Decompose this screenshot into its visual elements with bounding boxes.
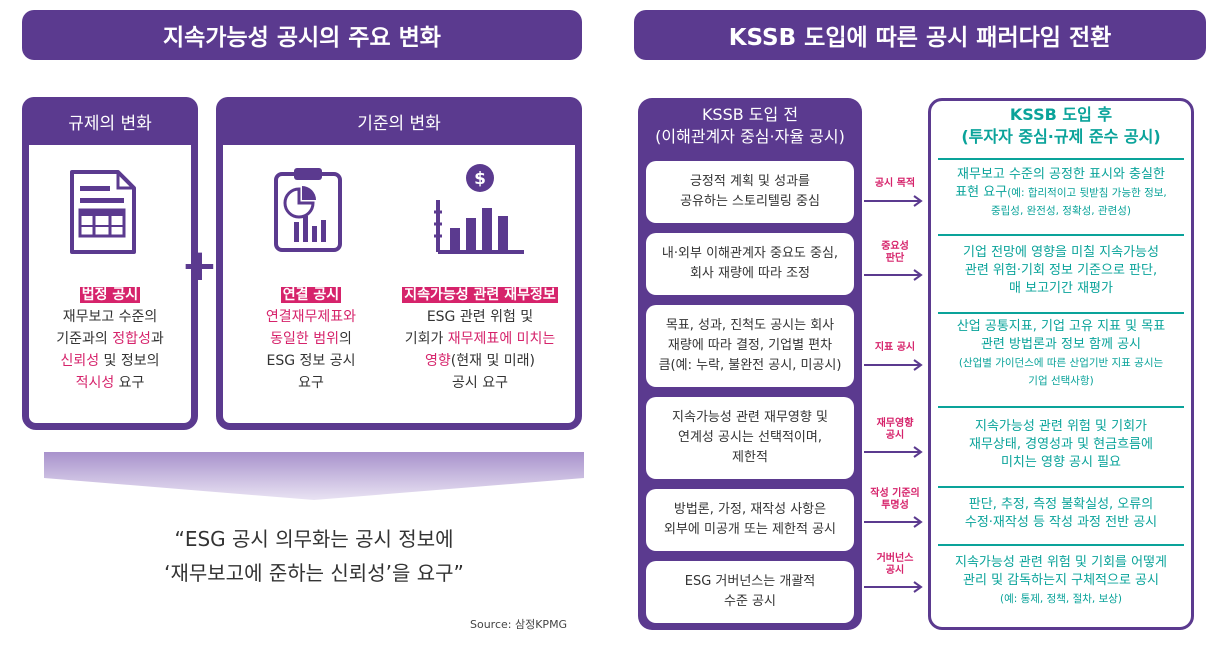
connector-label: 중요성 판단 bbox=[881, 241, 909, 264]
sustainability-finance-line: 공시 요구 bbox=[452, 375, 508, 391]
connector-label: 지표 공시 bbox=[874, 342, 916, 353]
regulation-line: 재무보고 수준의 bbox=[62, 309, 158, 325]
connector-label: 거버넌스 공시 bbox=[876, 553, 914, 576]
svg-text:$: $ bbox=[474, 169, 486, 189]
after-divider bbox=[938, 406, 1184, 408]
before-item: 방법론, 가정, 재작성 사항은 외부에 미공개 또는 제한적 공시 bbox=[646, 489, 854, 551]
plus-sign: + bbox=[181, 240, 218, 291]
sustainability-finance-keyword: 영향 bbox=[425, 353, 451, 369]
after-divider bbox=[938, 234, 1184, 236]
sustainability-finance-line: 기회가 bbox=[404, 331, 448, 347]
regulation-line: 기준과의 bbox=[56, 331, 113, 347]
quote-line-2: ‘재무보고에 준하는 신뢰성’을 요구” bbox=[164, 561, 464, 585]
after-item: 산업 공통지표, 기업 고유 지표 및 목표 관련 방법론과 정보 함께 공시 … bbox=[956, 319, 1166, 387]
connector-arrow bbox=[864, 581, 923, 593]
consolidated-text: 연결 공시 연결재무제표와 동일한 범위의 ESG 정보 공시 요구 bbox=[236, 284, 386, 394]
before-item: 지속가능성 관련 재무영향 및 연계성 공시는 선택적이며, 제한적 bbox=[646, 397, 854, 479]
document-icon bbox=[70, 170, 136, 254]
regulation-keyword: 신뢰성 bbox=[60, 353, 100, 369]
after-item: 판단, 추정, 측정 불확실성, 오류의 수정·재작성 등 작성 과정 전반 공… bbox=[964, 497, 1158, 530]
regulation-keyword: 정합성 bbox=[112, 331, 151, 347]
connector-arrow bbox=[864, 446, 923, 458]
consolidated-highlight: 연결 공시 bbox=[280, 287, 342, 303]
after-divider bbox=[938, 544, 1184, 546]
after-title: KSSB 도입 후 (투자자 중심·규제 준수 공시) bbox=[928, 104, 1194, 148]
sustainability-finance-keyword: 재무제표에 미치는 bbox=[447, 331, 556, 347]
after-item: 재무보고 수준의 공정한 표시와 충실한 표현 요구(예: 합리적이고 뒷받침 … bbox=[955, 167, 1167, 217]
connector-arrow bbox=[864, 195, 923, 207]
clipboard-chart-icon bbox=[274, 168, 342, 252]
sustainability-finance-line: (현재 및 미래) bbox=[450, 353, 535, 369]
regulation-highlight: 법정 공시 bbox=[79, 287, 141, 303]
regulation-text: 법정 공시 재무보고 수준의 기준과의 정합성과 신뢰성 및 정보의 적시성 요… bbox=[34, 284, 186, 394]
before-item: 내·외부 이해관계자 중요도 중심, 회사 재량에 따라 조정 bbox=[646, 233, 854, 295]
right-banner-title: KSSB 도입에 따른 공시 패러다임 전환 bbox=[634, 10, 1206, 60]
regulation-header: 규제의 변화 bbox=[22, 97, 198, 145]
standards-header: 기준의 변화 bbox=[216, 97, 582, 145]
connector-label: 재무영향 공시 bbox=[876, 418, 914, 441]
regulation-panel: 규제의 변화 bbox=[22, 97, 198, 430]
connector-arrow bbox=[864, 359, 923, 371]
after-item: 지속가능성 관련 위험 및 기회를 어떻게 관리 및 감독하는지 구체적으로 공… bbox=[954, 555, 1168, 605]
before-title-main: KSSB 도입 전 bbox=[701, 105, 799, 124]
regulation-line: 요구 bbox=[114, 375, 145, 391]
connector-label: 작성 기준의 투명성 bbox=[870, 488, 920, 511]
before-item: 목표, 성과, 진척도 공시는 회사 재량에 따라 결정, 기업별 편차 큼(예: … bbox=[646, 305, 854, 387]
connector-arrow bbox=[864, 269, 923, 281]
regulation-keyword: 적시성 bbox=[75, 375, 115, 391]
before-item: 긍정적 계획 및 성과를 공유하는 스토리텔링 중심 bbox=[646, 161, 854, 223]
finance-bar-chart-icon: $ bbox=[434, 164, 524, 254]
sustainability-finance-highlight: 지속가능성 관련 재무정보 bbox=[402, 287, 558, 303]
connector-arrow bbox=[864, 516, 923, 528]
regulation-line: 및 정보의 bbox=[99, 353, 160, 369]
before-title-sub: (이해관계자 중심·자율 공시) bbox=[655, 127, 845, 146]
regulation-line: 과 bbox=[150, 331, 164, 347]
connector-label: 공시 목적 bbox=[874, 178, 916, 189]
consolidated-line: 연결재무제표와 bbox=[265, 309, 357, 325]
standards-panel: 기준의 변화 bbox=[216, 97, 582, 430]
consolidated-line: 요구 bbox=[298, 375, 324, 391]
quote-line-1: “ESG 공시 의무화는 공시 정보에 bbox=[174, 527, 454, 551]
after-title-sub: (투자자 중심·규제 준수 공시) bbox=[961, 127, 1161, 146]
sustainability-finance-text: 지속가능성 관련 재무정보 ESG 관련 위험 및 기회가 재무제표에 미치는 … bbox=[392, 284, 568, 394]
after-item: 기업 전망에 영향을 미칠 지속가능성 관련 위험·기회 정보 기준으로 판단,… bbox=[963, 245, 1159, 296]
after-divider bbox=[938, 486, 1184, 488]
before-title: KSSB 도입 전 (이해관계자 중심·자율 공시) bbox=[638, 104, 862, 148]
after-divider bbox=[938, 312, 1184, 314]
after-divider bbox=[938, 158, 1184, 160]
consolidated-keyword: 동일한 범위 bbox=[270, 331, 339, 347]
sustainability-finance-line: ESG 관련 위험 및 bbox=[426, 309, 534, 325]
before-item: ESG 거버넌스는 개괄적 수준 공시 bbox=[646, 561, 854, 623]
down-arrow-band bbox=[44, 452, 584, 500]
left-banner-title: 지속가능성 공시의 주요 변화 bbox=[22, 10, 582, 60]
after-panel bbox=[928, 98, 1194, 630]
consolidated-line: ESG 정보 공시 bbox=[266, 353, 356, 369]
after-title-main: KSSB 도입 후 bbox=[1009, 105, 1113, 124]
source-note: Source: 삼정KPMG bbox=[470, 618, 568, 631]
quote: “ESG 공시 의무화는 공시 정보에 ‘재무보고에 준하는 신뢰성’을 요구” bbox=[40, 522, 588, 590]
consolidated-line: 의 bbox=[338, 331, 352, 347]
after-item: 지속가능성 관련 위험 및 기회가 재무상태, 경영성과 및 현금흐름에 미치는… bbox=[969, 419, 1153, 470]
